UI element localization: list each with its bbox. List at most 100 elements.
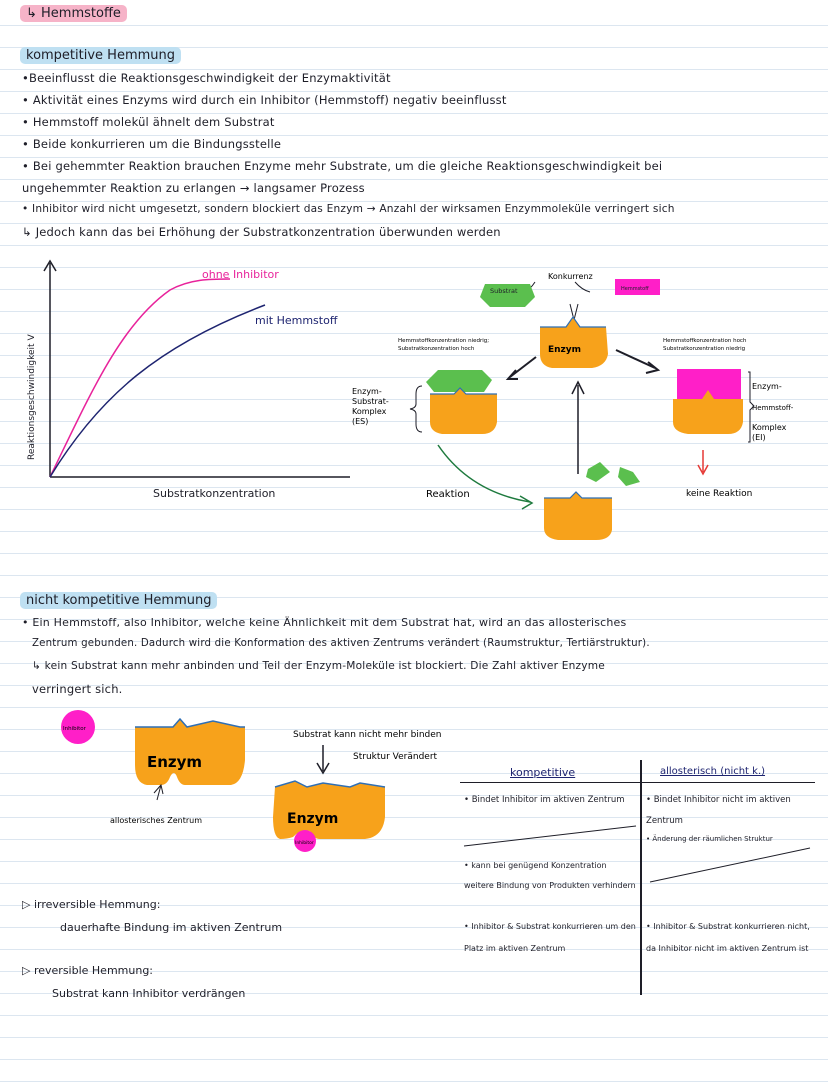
competitive-bullet-3: • Hemmstoff molekül ähnelt dem Substrat [22, 115, 275, 129]
table-strike-lines [463, 825, 811, 883]
ei-label-3: Komplex [752, 423, 787, 432]
competitive-bullet-8: ↳ Jedoch kann das bei Erhöhung der Subst… [22, 225, 501, 239]
allosteric-label: allosterisches Zentrum [110, 816, 202, 825]
col1-strike [463, 825, 637, 847]
velocity-graph: ohne Inhibitor mit Hemmstoff Reaktionsge… [27, 259, 350, 500]
y-axis-label: Reaktionsgeschwindigkeit V [27, 334, 37, 460]
right-note-1: Hemmstoffkonzentration hoch [663, 338, 747, 344]
es-label-3: Komplex [352, 407, 387, 416]
free-enzyme-shape [135, 719, 245, 785]
product-shape-1 [586, 462, 610, 482]
konkurrenz-label: Konkurrenz [548, 272, 593, 281]
col2-strike [649, 847, 811, 883]
return-arrow-head [571, 380, 585, 395]
inhibited-enzyme-active-site [274, 780, 386, 788]
comparison-table: kompetitive allosterisch (nicht k.) • Bi… [460, 760, 815, 995]
row3-col1: • Inhibitor & Substrat konkurrieren um d… [464, 922, 636, 953]
free-enzyme-label: Enzym [147, 753, 202, 771]
triangle-arrow-icon: ▷ [22, 964, 31, 977]
es-active-site [430, 387, 497, 395]
arrow-to-ei-head [645, 361, 661, 374]
competitive-bullet-5: • Bei gehemmter Reaktion brauchen Enzyme… [22, 159, 663, 173]
ei-enzyme-shape [673, 390, 743, 434]
inhibited-enzyme-shape [273, 781, 385, 839]
legend-ohne-inhibitor: ohne Inhibitor [202, 268, 279, 281]
y-axis-arrow [43, 259, 57, 272]
substrat-shape [480, 284, 535, 307]
product-shape-2 [618, 467, 640, 486]
row1-col1: • Bindet Inhibitor im aktiven Zentrum [464, 795, 625, 805]
central-enzyme-active-site [540, 315, 606, 328]
competitive-bullet-6: ungehemmter Reaktion zu erlangen → langs… [22, 181, 365, 195]
left-note-1: Hemmstoffkonzentration niedrig; [398, 338, 489, 344]
col2-header: allosterisch (nicht k.) [660, 766, 766, 777]
es-label-4: (ES) [352, 417, 368, 426]
keine-reaktion-label: keine Reaktion [686, 489, 752, 499]
substrat-nicht-label: Substrat kann nicht mehr binden [293, 730, 441, 740]
row2-col1: • kann bei genügend Konzentration weiter… [464, 861, 636, 890]
inhibited-enzyme-label: Enzym [287, 811, 338, 827]
reaktion-arrow [437, 444, 531, 503]
central-enzyme-shape [540, 317, 608, 368]
competitive-bullet-2: • Aktivität eines Enzyms wird durch ein … [22, 93, 507, 107]
bound-inhibitor-label: Inhibitor [295, 840, 314, 846]
hemmstoff-label: Hemmstoff [621, 286, 649, 292]
table-vertical-divider [640, 760, 642, 995]
row3-col2: • Inhibitor & Substrat konkurrieren nich… [646, 922, 810, 953]
arrow-to-ei [615, 349, 656, 369]
noncompetitive-heading: nicht kompetitive Hemmung [20, 592, 218, 609]
es-label-2: Substrat- [352, 397, 389, 406]
es-brace [409, 385, 423, 433]
bottom-enzyme-shape [544, 492, 612, 540]
reversible-heading: ▷ reversible Hemmung: [22, 964, 154, 977]
table-header-divider [460, 782, 815, 783]
allosteric-pointer-head [153, 783, 164, 795]
irreversible-heading: ▷ irreversible Hemmung: [22, 898, 161, 911]
reaktion-label: Reaktion [426, 489, 470, 500]
noncompetitive-line-4: verringert sich. [32, 682, 123, 696]
row1b-col2: • Änderung der räumlichen Struktur [646, 835, 773, 843]
bound-inhibitor-circle [294, 830, 316, 852]
arrow-to-es-head [505, 369, 518, 380]
substrat-label: Substrat [490, 287, 518, 295]
noncompetitive-line-2: Zentrum gebunden. Dadurch wird die Konfo… [32, 638, 650, 649]
competitive-bullet-7: • Inhibitor wird nicht umgesetzt, sonder… [22, 203, 675, 215]
noncompetitive-line-1: • Ein Hemmstoff, also Inhibitor, welche … [22, 616, 627, 629]
allosteric-diagram: Inhibitor Enzym allosterisches Zentrum S… [61, 710, 441, 852]
x-axis-label: Substratkonzentration [153, 487, 275, 500]
es-enzyme-shape [430, 388, 497, 434]
competitive-bullet-4: • Beide konkurrieren um die Bindungsstel… [22, 137, 282, 151]
left-note-2: Substratkonzentration hoch [398, 346, 475, 352]
page-title: ↳ Hemmstoffe [20, 5, 127, 22]
es-substrate-shape [426, 370, 492, 392]
noncompetitive-line-3: ↳ kein Substrat kann mehr anbinden und T… [32, 660, 605, 672]
central-enzyme-label: Enzym [548, 345, 581, 355]
ei-label-4: (EI) [752, 433, 766, 442]
allosteric-pointer [156, 784, 162, 801]
competitive-bullet-1: •Beeinflusst die Reaktionsgeschwindigkei… [22, 71, 391, 85]
curve-ohne-inhibitor [49, 278, 231, 478]
row1-col2: • Bindet Inhibitor nicht im aktiven Zent… [646, 795, 791, 826]
ei-label-2: Hemmstoff- [752, 404, 794, 412]
col1-header: kompetitive [510, 766, 576, 779]
irreversible-text: dauerhafte Bindung im aktiven Zentrum [60, 921, 283, 934]
competitive-heading: kompetitive Hemmung [20, 47, 182, 64]
struktur-arrow-head [316, 762, 330, 775]
arrow-to-es [509, 356, 537, 378]
reversible-text: Substrat kann Inhibitor verdrängen [52, 987, 246, 1000]
triangle-arrow-icon: ▷ [22, 898, 31, 911]
bottom-enzyme-active-site [544, 491, 612, 499]
keine-reaktion-arrow-head [697, 464, 709, 476]
es-label-1: Enzym- [352, 387, 382, 396]
cycle-diagram: Konkurrenz Substrat Hemmstoff Enzym Hemm… [352, 272, 794, 540]
curve-mit-hemmstoff [49, 304, 266, 478]
struktur-label: Struktur Verändert [353, 752, 438, 762]
ei-brace [748, 371, 755, 443]
inhibitor-label: Inhibitor [63, 726, 87, 732]
hemmstoff-shape [615, 279, 660, 295]
inhibitor-circle [61, 710, 95, 744]
konkurrenz-arrow-right [574, 281, 591, 293]
right-note-2: Substratkonzentration niedrig [663, 346, 745, 352]
legend-mit-hemmstoff: mit Hemmstoff [255, 314, 338, 327]
reaktion-arrow-head [519, 495, 534, 510]
